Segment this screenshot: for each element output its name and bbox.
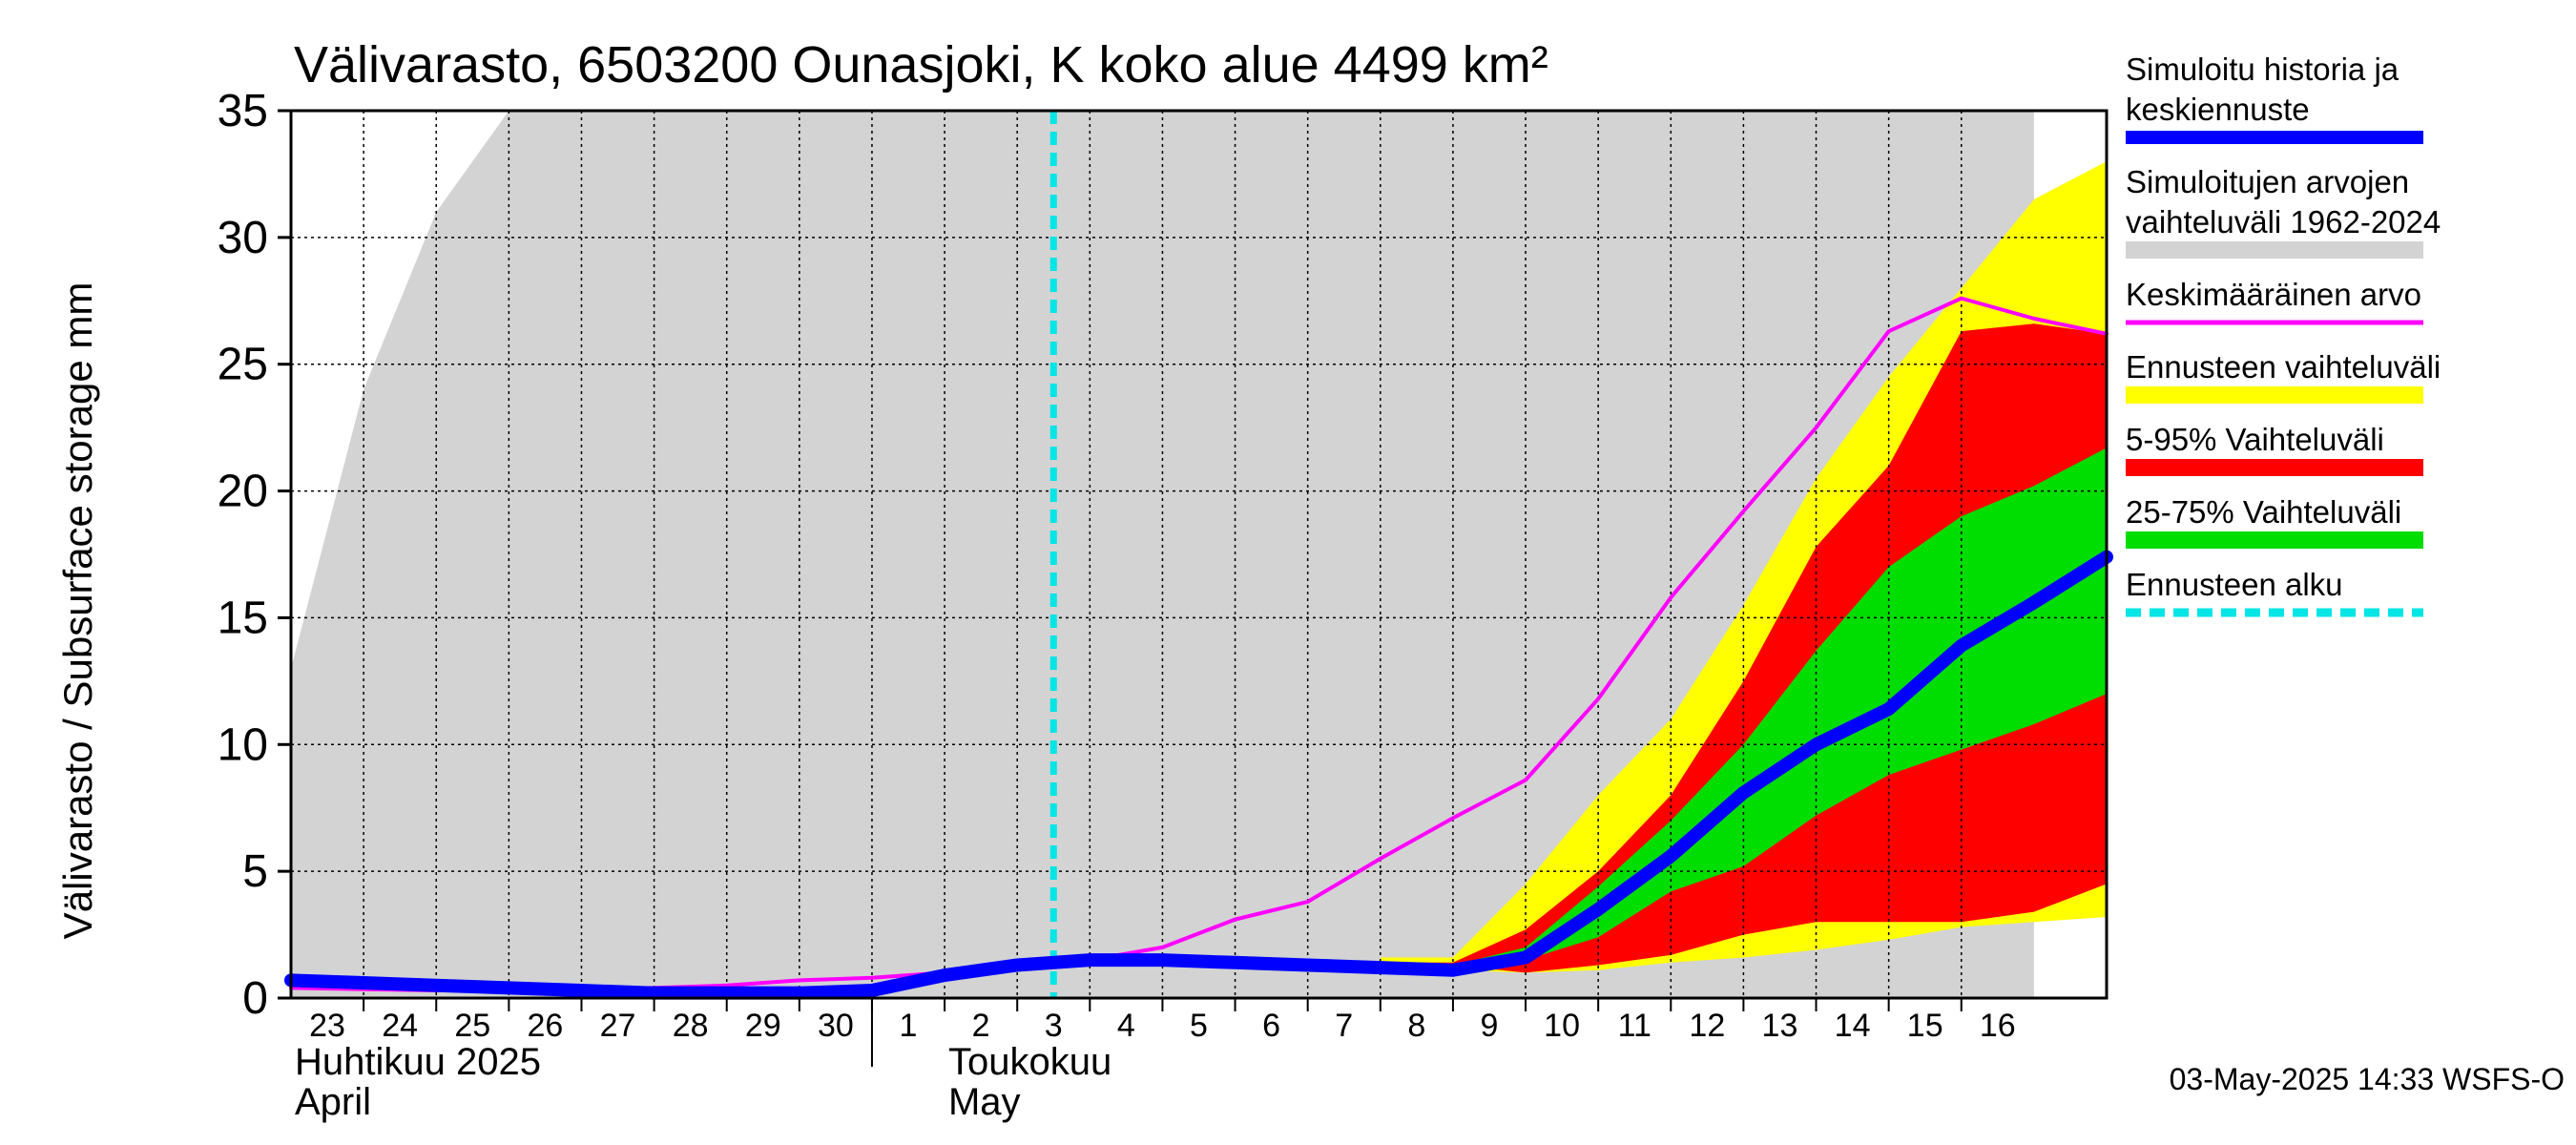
- x-tick-label: 14: [1835, 1008, 1871, 1044]
- band-5-95-vaihteluv-li: [1380, 323, 2107, 973]
- month-label-en: May: [948, 1081, 1021, 1123]
- x-tick-label: 16: [1980, 1008, 2016, 1044]
- x-tick-label: 26: [528, 1008, 564, 1044]
- plot-frame: [289, 109, 2109, 1000]
- x-tick-label: 6: [1262, 1008, 1280, 1044]
- legend-label: Keskimääräinen arvo: [2126, 277, 2421, 312]
- plot-area: [284, 109, 2113, 1000]
- x-tick-label: 25: [454, 1008, 490, 1044]
- legend-swatch: [2126, 241, 2423, 259]
- y-axis-label: Välivarasto / Subsurface storage mm: [55, 282, 100, 940]
- legend-swatch: [2126, 459, 2423, 476]
- x-tick-label: 13: [1762, 1008, 1798, 1044]
- lines-layer: [284, 111, 2113, 1000]
- y-axis: 0 5 10 15 20 25 30 35: [218, 86, 291, 1024]
- month-label: Toukokuu: [948, 1041, 1111, 1083]
- x-tick-label: 2: [972, 1008, 990, 1044]
- x-axis: 23 24 25 26 27 28 29 30 1 2 3 4 5 6 7 8 9 10 11 12 13 14 15 16H…: [295, 998, 2016, 1123]
- x-tick-label: 27: [600, 1008, 636, 1044]
- y-tick-label: 15: [218, 593, 268, 643]
- legend-swatch: [2126, 531, 2423, 549]
- x-tick-label: 10: [1544, 1008, 1580, 1044]
- legend-label: 5-95% Vaihteluväli: [2126, 422, 2384, 457]
- x-tick-label: 1: [900, 1008, 918, 1044]
- y-tick-label: 5: [242, 846, 268, 897]
- x-tick-label: 9: [1481, 1008, 1499, 1044]
- month-label: Huhtikuu 2025: [295, 1041, 541, 1083]
- legend-label: keskiennuste: [2126, 92, 2310, 127]
- y-tick-label: 10: [218, 719, 268, 770]
- y-tick-label: 35: [218, 86, 268, 136]
- legend-swatch: [2126, 320, 2423, 325]
- footer-timestamp: 03-May-2025 14:33 WSFS-O: [2170, 1062, 2565, 1096]
- legend-label: Ennusteen vaihteluväli: [2126, 349, 2441, 385]
- x-tick-label: 8: [1407, 1008, 1425, 1044]
- legend-label: 25-75% Vaihteluväli: [2126, 494, 2401, 530]
- bands-layer: [291, 111, 2107, 998]
- y-tick-label: 0: [242, 973, 268, 1024]
- band-25-75-vaihteluv-li: [1452, 448, 2107, 966]
- grid-layer: [291, 111, 2107, 998]
- x-tick-label: 3: [1045, 1008, 1063, 1044]
- x-tick-label: 5: [1190, 1008, 1208, 1044]
- legend-label: vaihteluväli 1962-2024: [2126, 204, 2441, 239]
- y-tick-label: 25: [218, 340, 268, 390]
- legend-label: Simuloitujen arvojen: [2126, 164, 2409, 199]
- x-tick-label: 29: [745, 1008, 781, 1044]
- legend-swatch: [2126, 131, 2423, 144]
- x-tick-label: 30: [818, 1008, 854, 1044]
- chart-title: Välivarasto, 6503200 Ounasjoki, K koko a…: [294, 36, 1548, 94]
- x-tick-label: 15: [1907, 1008, 1943, 1044]
- mean-forecast-line: [284, 550, 2113, 1000]
- month-label-en: April: [295, 1081, 371, 1123]
- y-tick-label: 20: [218, 467, 268, 517]
- x-tick-label: 23: [309, 1008, 345, 1044]
- x-tick-label: 4: [1117, 1008, 1135, 1044]
- legend: Simuloitu historia ja keskiennuste Simuloi…: [2126, 52, 2441, 617]
- x-tick-label: 24: [382, 1008, 418, 1044]
- x-tick-label: 11: [1618, 1008, 1652, 1044]
- x-tick-label: 28: [673, 1008, 709, 1044]
- y-tick-label: 30: [218, 213, 268, 263]
- legend-swatch: [2126, 386, 2423, 404]
- x-tick-label: 7: [1335, 1008, 1353, 1044]
- x-tick-label: 12: [1689, 1008, 1725, 1044]
- legend-label: Simuloitu historia ja: [2126, 52, 2399, 87]
- legend-label: Ennusteen alku: [2126, 567, 2343, 602]
